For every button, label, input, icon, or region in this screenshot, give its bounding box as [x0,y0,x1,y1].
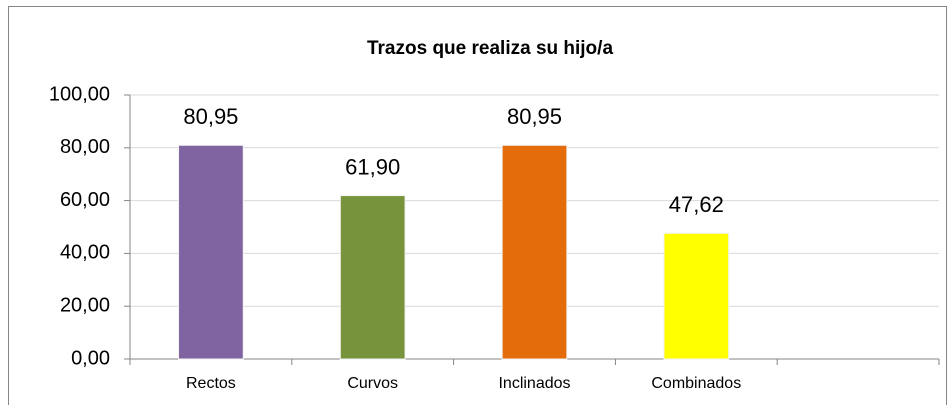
y-tick-label: 20,00 [60,294,110,316]
x-tick-label: Inclinados [498,375,570,392]
bar [339,195,406,360]
value-label: 80,95 [507,104,562,129]
y-tick-label: 0,00 [71,347,110,369]
bar [178,144,244,360]
chart-border [8,6,947,405]
y-tick-label: 60,00 [60,189,110,211]
value-label: 47,62 [669,192,724,217]
bar [501,144,568,360]
x-tick-label: Rectos [186,375,236,392]
y-tick-label: 80,00 [60,136,110,158]
chart-title: Trazos que realiza su hijo/a [367,38,613,59]
value-label: 80,95 [183,104,238,129]
x-tick-label: Combinados [651,375,741,392]
value-label: 61,90 [345,154,400,179]
y-tick-label: 100,00 [49,83,110,105]
bar [663,232,730,360]
y-tick-label: 40,00 [60,242,110,264]
x-tick-label: Curvos [347,375,398,392]
